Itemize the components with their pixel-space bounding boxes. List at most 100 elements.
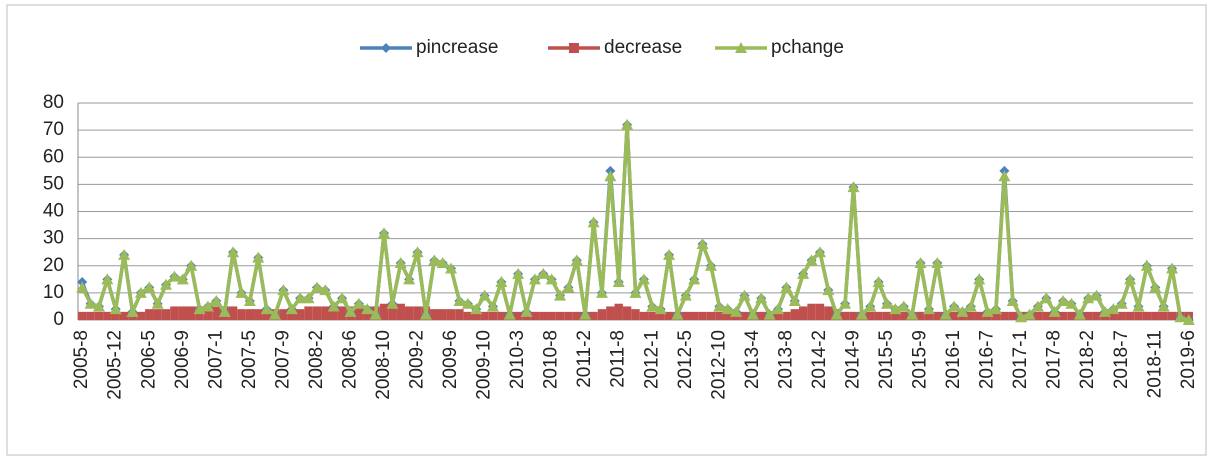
bar bbox=[161, 309, 171, 320]
x-tick-label: 2012-10 bbox=[708, 330, 729, 400]
x-tick-label: 2015-9 bbox=[910, 330, 931, 389]
triangle-marker bbox=[168, 270, 181, 282]
bar bbox=[572, 311, 582, 320]
bar bbox=[614, 303, 623, 320]
triangle-marker bbox=[428, 254, 441, 266]
x-tick-label: 2005-8 bbox=[71, 330, 92, 389]
triangle-marker bbox=[1149, 281, 1162, 293]
bar bbox=[631, 309, 640, 320]
triangle-marker bbox=[1132, 300, 1145, 312]
triangle-marker bbox=[436, 257, 449, 269]
triangle-marker bbox=[704, 259, 717, 271]
triangle-marker bbox=[419, 308, 432, 320]
triangle-marker bbox=[512, 267, 525, 279]
triangle-marker bbox=[537, 267, 550, 279]
bar bbox=[153, 309, 162, 320]
triangle-marker bbox=[84, 297, 97, 309]
triangle-marker bbox=[235, 286, 248, 298]
triangle-marker bbox=[1048, 305, 1061, 317]
x-tick-label: 2015-5 bbox=[876, 330, 897, 389]
triangle-marker bbox=[411, 246, 424, 258]
bar bbox=[237, 309, 246, 320]
bar bbox=[798, 306, 808, 320]
bar bbox=[455, 309, 464, 320]
triangle-marker bbox=[76, 281, 89, 293]
triangle-marker bbox=[839, 297, 852, 309]
triangle-marker bbox=[386, 297, 399, 309]
triangle-marker bbox=[646, 300, 659, 312]
triangle-marker bbox=[663, 248, 676, 260]
triangle-marker bbox=[1107, 303, 1120, 315]
triangle-marker bbox=[109, 303, 122, 315]
triangle-marker bbox=[160, 278, 173, 290]
triangle-marker bbox=[1174, 311, 1187, 323]
bar bbox=[337, 306, 347, 320]
triangle-marker bbox=[277, 284, 290, 296]
triangle-marker bbox=[252, 251, 265, 263]
triangle-marker bbox=[369, 308, 382, 320]
triangle-marker bbox=[713, 300, 726, 312]
x-tick-label: 2009-2 bbox=[407, 330, 428, 389]
triangle-marker bbox=[604, 170, 617, 182]
bar bbox=[321, 306, 330, 320]
triangle-marker bbox=[948, 300, 961, 312]
bar bbox=[740, 311, 749, 320]
triangle-marker bbox=[151, 297, 164, 309]
bar bbox=[1033, 311, 1043, 320]
triangle-marker bbox=[143, 281, 156, 293]
triangle-marker bbox=[327, 300, 340, 312]
triangle-marker bbox=[797, 267, 810, 279]
bar bbox=[606, 306, 615, 320]
bar bbox=[924, 311, 934, 320]
bar bbox=[1042, 311, 1051, 320]
triangle-marker bbox=[735, 42, 747, 53]
bar bbox=[1058, 311, 1068, 320]
x-tick-label: 2017-1 bbox=[1010, 330, 1031, 389]
triangle-marker bbox=[344, 305, 357, 317]
triangle-marker bbox=[931, 257, 944, 269]
triangle-marker bbox=[637, 273, 650, 285]
x-tick-label: 2010-8 bbox=[541, 330, 562, 389]
bar bbox=[530, 311, 540, 320]
bar bbox=[438, 309, 447, 320]
bar bbox=[329, 306, 338, 320]
bar bbox=[446, 309, 456, 320]
bar bbox=[991, 311, 1001, 320]
bar bbox=[178, 306, 187, 320]
x-tick-label: 2006-5 bbox=[138, 330, 159, 389]
bar bbox=[1159, 311, 1168, 320]
bar bbox=[379, 303, 389, 320]
triangle-marker bbox=[1115, 297, 1128, 309]
triangle-marker bbox=[218, 305, 231, 317]
triangle-marker bbox=[973, 273, 986, 285]
triangle-marker bbox=[294, 292, 307, 304]
legend-item: pchange bbox=[715, 37, 844, 58]
bar bbox=[228, 306, 238, 320]
triangle-marker bbox=[696, 238, 709, 250]
x-tick-label: 2018-11 bbox=[1144, 330, 1165, 398]
y-tick-label: 50 bbox=[43, 173, 64, 194]
triangle-marker bbox=[914, 257, 927, 269]
bar bbox=[698, 311, 707, 320]
bar bbox=[119, 311, 129, 320]
bar bbox=[430, 309, 439, 320]
triangle-marker bbox=[545, 273, 558, 285]
x-tick-label: 2008-10 bbox=[373, 330, 394, 400]
y-tick-label: 0 bbox=[53, 309, 64, 330]
bar bbox=[1134, 311, 1143, 320]
triangle-marker bbox=[92, 300, 105, 312]
bar bbox=[840, 311, 850, 320]
bar bbox=[1125, 311, 1135, 320]
x-tick-label: 2012-5 bbox=[675, 330, 696, 389]
x-tick-label: 2005-12 bbox=[105, 330, 126, 400]
triangle-marker bbox=[562, 281, 575, 293]
triangle-marker bbox=[201, 300, 214, 312]
square-marker bbox=[569, 43, 579, 53]
x-tick-label: 2008-2 bbox=[306, 330, 327, 389]
bar bbox=[245, 309, 255, 320]
triangle-marker bbox=[1166, 262, 1179, 274]
x-tick-label: 2007-1 bbox=[205, 330, 226, 389]
triangle-marker bbox=[805, 254, 818, 266]
triangle-marker bbox=[922, 303, 935, 315]
